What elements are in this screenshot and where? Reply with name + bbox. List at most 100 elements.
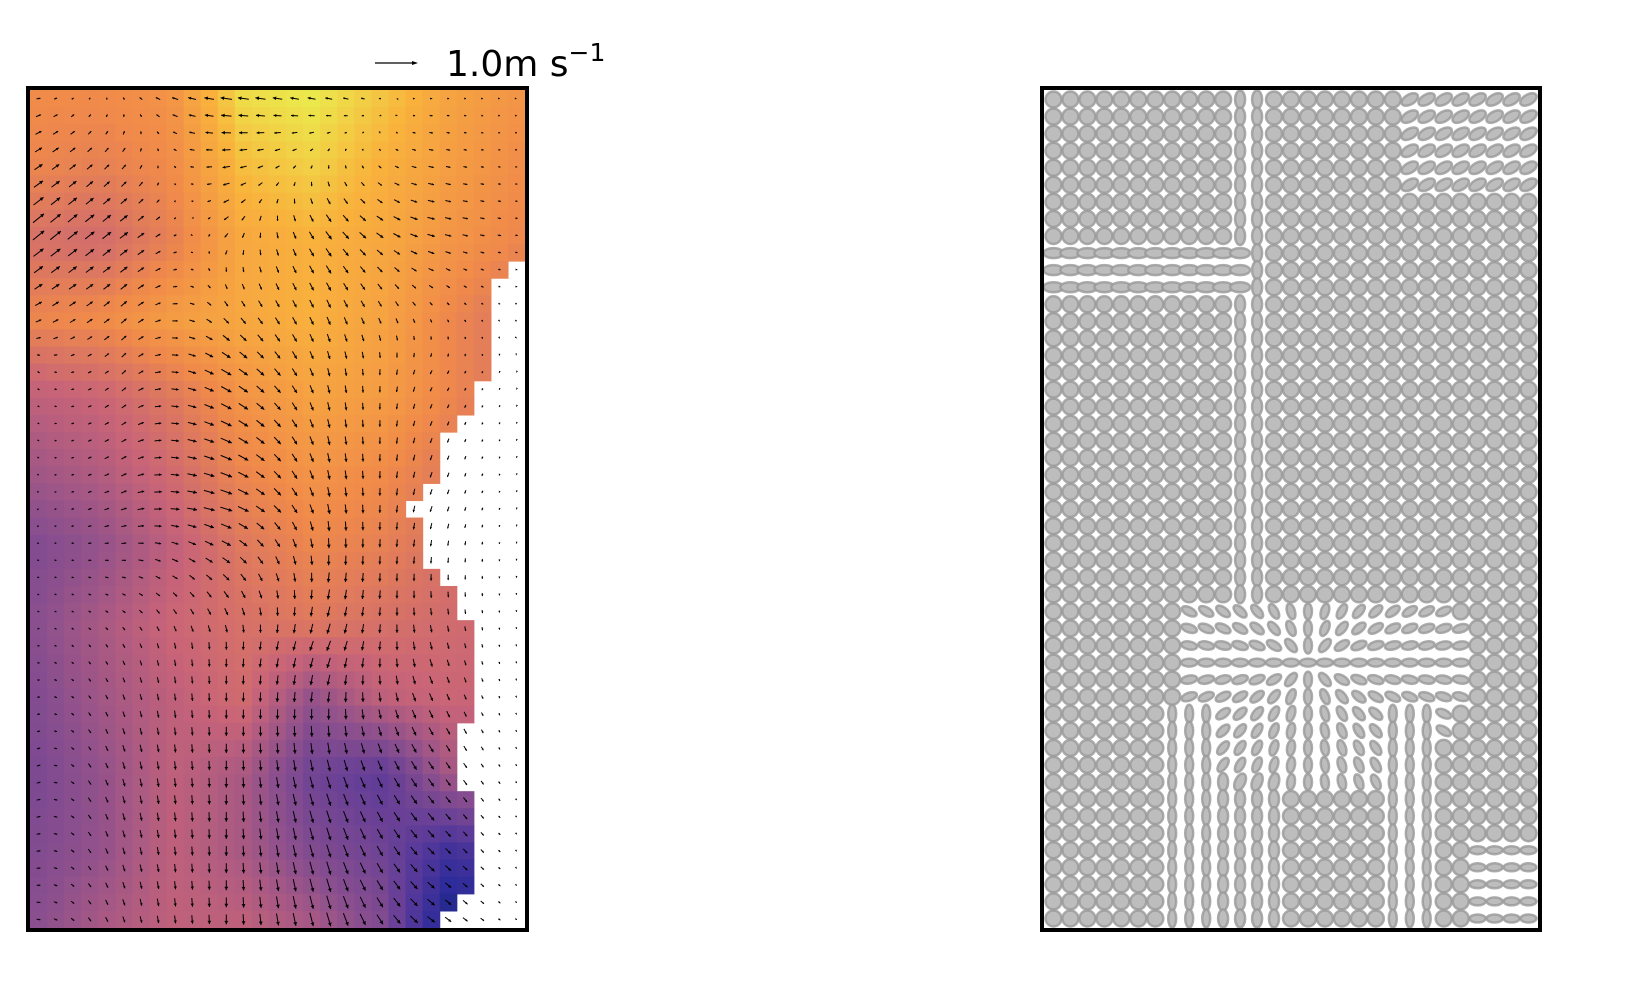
quiver-arrow bbox=[411, 761, 418, 771]
quiver-arrow bbox=[428, 149, 434, 151]
ellipse bbox=[1334, 688, 1350, 705]
quiver-arrow bbox=[207, 642, 211, 650]
ellipse bbox=[1095, 840, 1114, 860]
quiver-arrow bbox=[155, 558, 161, 562]
quiver-arrow bbox=[428, 165, 434, 169]
quiver-arrow bbox=[173, 251, 177, 254]
ellipse bbox=[1179, 431, 1199, 451]
ellipse bbox=[1146, 192, 1165, 212]
quiver-arrow bbox=[342, 214, 349, 222]
quiver-arrow bbox=[103, 283, 111, 290]
quiver-arrow bbox=[326, 131, 331, 134]
ellipse bbox=[1061, 90, 1080, 109]
quiver-arrow bbox=[309, 351, 314, 360]
quiver-arrow bbox=[429, 301, 433, 306]
quiver-arrow bbox=[156, 131, 160, 135]
ellipse bbox=[1196, 585, 1216, 604]
ellipse bbox=[1349, 657, 1369, 668]
ellipse bbox=[1216, 788, 1230, 810]
ellipse bbox=[1281, 346, 1301, 365]
ellipse bbox=[1200, 754, 1212, 776]
ellipse bbox=[1332, 312, 1352, 331]
quiver-arrow bbox=[37, 456, 40, 459]
quiver-arrow bbox=[240, 317, 247, 325]
quiver-arrow bbox=[498, 866, 501, 870]
quiver-arrow bbox=[445, 865, 452, 872]
quiver-arrow bbox=[412, 624, 416, 633]
ellipse bbox=[1485, 482, 1504, 502]
ellipse bbox=[1162, 482, 1182, 502]
quiver-arrow bbox=[105, 130, 109, 135]
ellipse bbox=[1298, 226, 1318, 246]
quiver-arrow bbox=[514, 849, 518, 852]
ellipse bbox=[1146, 431, 1165, 451]
quiver-arrow bbox=[87, 780, 92, 785]
quiver-arrow bbox=[343, 606, 348, 617]
quiver-arrow bbox=[102, 214, 112, 222]
ellipse bbox=[1434, 772, 1453, 792]
quiver-arrow bbox=[309, 436, 314, 445]
ellipse bbox=[1302, 755, 1314, 775]
quiver-arrow bbox=[462, 831, 468, 837]
ellipse bbox=[1112, 653, 1131, 672]
quiver-arrow bbox=[102, 249, 112, 256]
ellipse bbox=[1383, 414, 1403, 433]
quiver-arrow bbox=[395, 131, 399, 134]
quiver-arrow bbox=[515, 131, 517, 134]
ellipse bbox=[1332, 789, 1352, 809]
ellipse bbox=[1451, 875, 1470, 894]
quiver-arrow bbox=[327, 165, 330, 169]
quiver-arrow bbox=[223, 317, 230, 324]
quiver-arrow bbox=[378, 539, 382, 548]
quiver-arrow bbox=[464, 541, 467, 546]
quiver-arrow bbox=[480, 832, 485, 836]
quiver-arrow bbox=[154, 439, 162, 442]
ellipse bbox=[1281, 175, 1301, 195]
ellipse bbox=[1468, 687, 1487, 706]
ellipse bbox=[1061, 721, 1080, 741]
ellipse bbox=[1200, 839, 1212, 861]
ellipse bbox=[1179, 533, 1199, 553]
ellipse bbox=[1298, 806, 1318, 826]
quiver-arrow bbox=[258, 811, 263, 823]
ellipse bbox=[1250, 722, 1264, 740]
quiver-arrow bbox=[208, 234, 211, 237]
ellipse bbox=[1451, 414, 1470, 433]
ellipse bbox=[1434, 605, 1453, 618]
quiver-arrow bbox=[137, 232, 145, 239]
quiver-arrow bbox=[276, 794, 280, 806]
ellipse bbox=[1281, 243, 1301, 263]
ellipse bbox=[1044, 141, 1063, 160]
ellipse bbox=[1095, 209, 1114, 229]
ellipse bbox=[1317, 671, 1333, 688]
ellipse bbox=[1451, 550, 1470, 570]
ellipse bbox=[1451, 209, 1470, 229]
quiver-arrow bbox=[326, 114, 332, 117]
ellipse bbox=[1434, 806, 1453, 826]
quiver-arrow bbox=[276, 879, 280, 892]
quiver-arrow bbox=[275, 573, 280, 582]
quiver-arrow bbox=[274, 148, 281, 152]
quiver-arrow bbox=[395, 386, 398, 393]
ellipse bbox=[1166, 822, 1178, 844]
ellipse bbox=[1383, 124, 1403, 143]
quiver-arrow bbox=[121, 370, 127, 375]
quiver-arrow bbox=[171, 524, 180, 528]
quiver-arrow bbox=[411, 709, 417, 719]
quiver-arrow bbox=[105, 677, 109, 683]
ellipse bbox=[1166, 703, 1178, 724]
quiver-arrow bbox=[138, 335, 144, 341]
ellipse bbox=[1404, 788, 1416, 810]
quiver-arrow bbox=[220, 489, 233, 495]
ellipse bbox=[1095, 312, 1114, 331]
quiver-arrow bbox=[427, 795, 435, 804]
quiver-arrow bbox=[122, 813, 126, 821]
ellipse bbox=[1112, 380, 1131, 399]
ellipse bbox=[1248, 673, 1266, 686]
ellipse bbox=[1519, 772, 1538, 792]
quiver-arrow bbox=[309, 299, 314, 308]
ellipse bbox=[1162, 346, 1182, 365]
quiver-arrow bbox=[173, 881, 177, 890]
quiver-arrow bbox=[122, 677, 126, 683]
quiver-arrow bbox=[359, 828, 366, 840]
